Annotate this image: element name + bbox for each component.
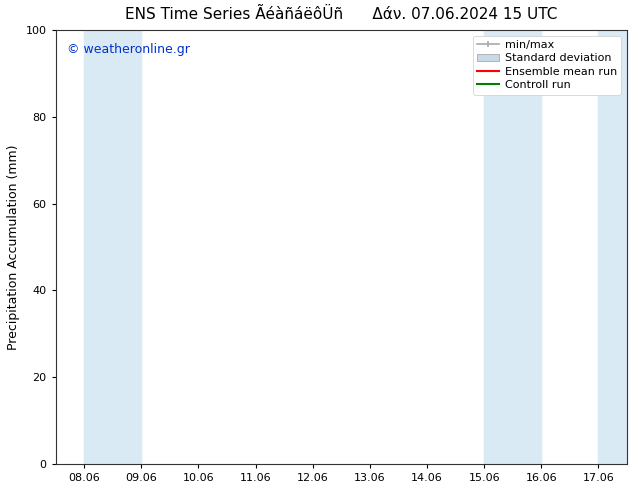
Y-axis label: Precipitation Accumulation (mm): Precipitation Accumulation (mm) [7, 144, 20, 350]
Bar [84, 30, 141, 464]
Bar [598, 30, 627, 464]
Bar [484, 30, 541, 464]
Legend: min/max, Standard deviation, Ensemble mean run, Controll run: min/max, Standard deviation, Ensemble me… [472, 36, 621, 95]
Text: © weatheronline.gr: © weatheronline.gr [67, 43, 190, 56]
Title: ENS Time Series ÃéàñáëôÜñ      Δάν. 07.06.2024 15 UTC: ENS Time Series ÃéàñáëôÜñ Δάν. 07.06.202… [125, 7, 557, 22]
